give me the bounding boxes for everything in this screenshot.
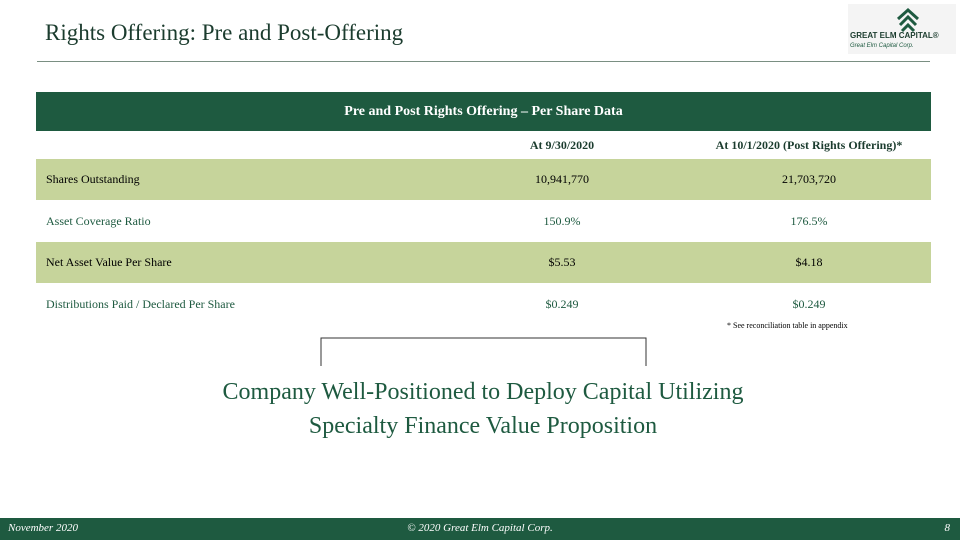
table-row: Distributions Paid / Declared Per Share $… (36, 283, 931, 325)
logo-mark (896, 7, 920, 33)
row-label: Net Asset Value Per Share (46, 255, 172, 269)
logo-tagline: Great Elm Capital Corp. (850, 43, 914, 49)
footer-date: November 2020 (8, 522, 78, 534)
cell: $0.249 (792, 296, 826, 311)
callout-line: Specialty Finance Value Proposition (308, 413, 658, 439)
logo: GREAT ELM CAPITAL® Great Elm Capital Cor… (848, 4, 956, 54)
callout: Company Well-Positioned to Deploy Capita… (83, 375, 883, 443)
logo-name: GREAT ELM CAPITAL® (850, 31, 939, 40)
cell: 150.9% (543, 213, 581, 228)
cell: $5.53 (548, 255, 576, 269)
row-label: Distributions Paid / Declared Per Share (46, 296, 235, 311)
title-rule (37, 61, 930, 62)
table-row: Net Asset Value Per Share $5.53 $4.18 (36, 242, 931, 283)
callout-line: Company Well-Positioned to Deploy Capita… (222, 379, 744, 405)
table-row: Asset Coverage Ratio 150.9% 176.5% (36, 200, 931, 242)
slide-title: Rights Offering: Pre and Post-Offering (45, 20, 404, 45)
row-label: Shares Outstanding (46, 172, 140, 186)
column-header: At 9/30/2020 (529, 138, 595, 152)
cell: 10,941,770 (535, 172, 589, 186)
cell: $4.18 (795, 255, 823, 269)
footer-copyright: © 2020 Great Elm Capital Corp. (407, 522, 553, 534)
footnote: * See reconciliation table in appendix (727, 321, 848, 330)
cell: 176.5% (790, 213, 828, 228)
table-row: Shares Outstanding 10,941,770 21,703,720 (36, 159, 931, 200)
row-label: Asset Coverage Ratio (46, 213, 151, 228)
cell: $0.249 (545, 296, 579, 311)
footer: November 2020 © 2020 Great Elm Capital C… (0, 518, 960, 540)
table-title: Pre and Post Rights Offering – Per Share… (36, 92, 931, 131)
cell: 21,703,720 (782, 172, 836, 186)
column-header-row: At 9/30/2020 At 10/1/2020 (Post Rights O… (36, 131, 931, 159)
column-header: At 10/1/2020 (Post Rights Offering)* (715, 138, 903, 152)
page-number: 8 (944, 522, 951, 534)
